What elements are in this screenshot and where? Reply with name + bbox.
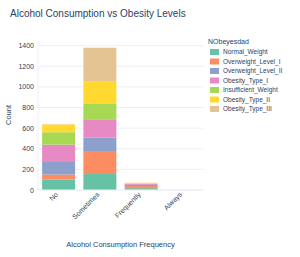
y-tick-label: 1200	[18, 63, 34, 70]
x-axis-title: Alcohol Consumption Frequency	[66, 240, 175, 249]
bar	[83, 104, 116, 120]
grid-line	[38, 190, 203, 191]
bar	[42, 124, 75, 125]
bar	[125, 183, 158, 184]
legend-swatch	[210, 106, 219, 112]
grid-line	[38, 66, 203, 67]
legend-swatch	[210, 59, 219, 65]
x-axis-line	[38, 190, 203, 191]
bar	[125, 184, 158, 185]
x-tick-label: Frequently	[113, 190, 142, 219]
bar	[42, 145, 75, 161]
legend-label: Overweight_Level_I	[223, 58, 281, 66]
y-tick-label: 600	[22, 125, 34, 132]
bar	[42, 132, 75, 144]
x-tick-label: Always	[162, 190, 184, 212]
bar	[42, 125, 75, 133]
grid-line	[38, 107, 203, 108]
legend-swatch	[210, 78, 219, 84]
bars	[42, 48, 199, 190]
legend-swatch	[210, 87, 219, 93]
bar	[42, 175, 75, 180]
bar	[125, 186, 158, 188]
bar	[83, 152, 116, 174]
bar	[42, 161, 75, 174]
bar	[42, 180, 75, 190]
title: Alcohol Consumption vs Obesity Levels	[10, 8, 186, 19]
legend-label: Insufficient_Weight	[223, 86, 278, 94]
bar	[83, 48, 116, 82]
y-tick-label: 200	[22, 166, 34, 173]
legend-label: Normal_Weight	[223, 48, 268, 56]
y-tick-label: 800	[22, 104, 34, 111]
legend-label: Obesity_Type_I	[223, 77, 268, 85]
y-axis-line	[38, 40, 39, 190]
y-tick-label: 1400	[18, 42, 34, 49]
legend-title: NObeyesdad	[208, 38, 249, 46]
bar	[125, 182, 158, 184]
bar	[83, 174, 116, 190]
x-tick-label: Sometimes	[71, 190, 101, 220]
bar	[83, 120, 116, 138]
grid-line	[38, 45, 203, 46]
legend-swatch	[210, 49, 219, 55]
legend-label: Obesity_Type_III	[223, 105, 272, 113]
grid-line	[38, 86, 203, 87]
bar	[125, 185, 158, 186]
y-tick-label: 0	[30, 187, 34, 194]
legend-swatch	[210, 97, 219, 103]
bar	[83, 82, 116, 104]
chart: 0 200 400 600 800 1000 1200 1400 No Sometimes Freq…	[0, 0, 300, 257]
legend-label: Obesity_Type_II	[223, 96, 270, 104]
bar	[83, 137, 116, 151]
y-tick-label: 1000	[18, 83, 34, 90]
y-tick-label: 400	[22, 145, 34, 152]
x-tick-label: No	[48, 191, 59, 202]
bar	[125, 182, 158, 183]
legend-swatch	[210, 68, 219, 74]
y-axis-title: Count	[4, 104, 13, 125]
legend-label: Overweight_Level_II	[223, 67, 282, 75]
